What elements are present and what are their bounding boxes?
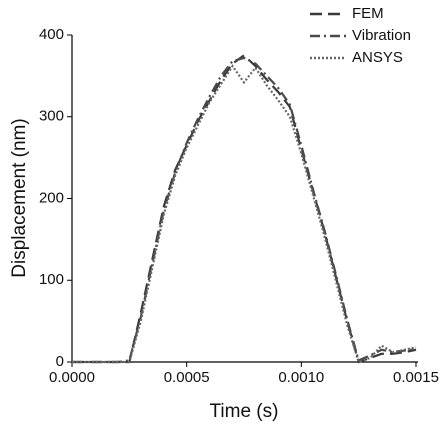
y-tick-label: 200 [39, 189, 64, 206]
x-tick-label: 0.0010 [278, 369, 324, 386]
x-tick-label: 0.0005 [164, 369, 210, 386]
y-tick-label: 100 [39, 271, 64, 288]
series-line [72, 54, 417, 364]
legend-label: Vibration [352, 27, 411, 44]
x-tick-label: 0.0000 [49, 369, 95, 386]
y-tick-label: 400 [39, 26, 64, 43]
y-tick-label: 0 [56, 353, 64, 370]
legend-label: FEM [352, 5, 384, 22]
series-line [72, 56, 417, 364]
x-axis-title: Time (s) [210, 401, 279, 422]
x-tick-label: 0.0015 [393, 369, 439, 386]
legend-label: ANSYS [352, 49, 403, 66]
series-line [72, 64, 417, 364]
y-axis-title: Displacement (nm) [9, 118, 30, 277]
y-tick-label: 300 [39, 108, 64, 125]
